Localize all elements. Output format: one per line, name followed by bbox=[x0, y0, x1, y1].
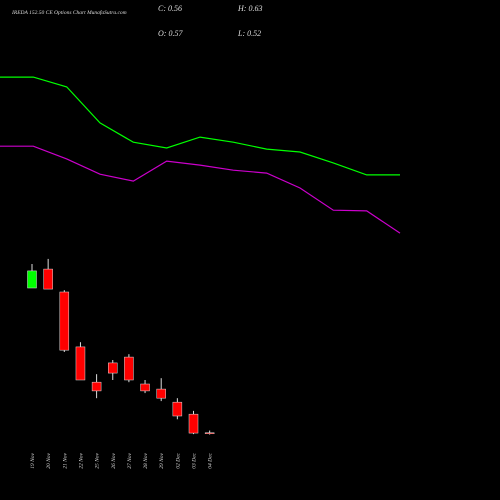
candle-body bbox=[188, 413, 199, 434]
candle-body bbox=[108, 362, 118, 374]
x-tick-label: 29 Nov bbox=[159, 452, 165, 468]
x-tick-label: 26 Nov bbox=[111, 452, 117, 468]
candle-body bbox=[124, 356, 134, 381]
candle-body bbox=[156, 388, 166, 399]
x-tick-label: 25 Nov bbox=[95, 452, 101, 468]
x-tick-label: 02 Dec bbox=[175, 452, 181, 468]
ma-line bbox=[0, 145, 401, 234]
chart-title: IREDA 152.50 CE Options Chart MunafaSutr… bbox=[11, 9, 127, 16]
candle-body bbox=[91, 381, 102, 392]
candle-body bbox=[140, 383, 150, 392]
ohlc-label: L: 0.52 bbox=[237, 29, 261, 38]
x-tick-label: 04 Dec bbox=[207, 452, 214, 468]
x-tick-label: 21 Nov bbox=[62, 452, 68, 468]
x-tick-label: 28 Nov bbox=[143, 452, 149, 468]
candle-body bbox=[75, 346, 86, 381]
ma-line bbox=[0, 76, 400, 176]
x-tick-label: 03 Dec bbox=[192, 452, 198, 468]
ohlc-label: O: 0.57 bbox=[158, 29, 183, 38]
candle-body bbox=[43, 268, 53, 290]
candle-body bbox=[204, 432, 215, 434]
x-tick-label: 20 Nov bbox=[46, 452, 52, 468]
ohlc-label: H: 0.63 bbox=[237, 4, 262, 13]
x-tick-label: 19 Nov bbox=[30, 452, 36, 468]
x-tick-label: 27 Nov bbox=[127, 452, 133, 468]
ohlc-label: C: 0.56 bbox=[158, 4, 182, 13]
candle-body bbox=[59, 291, 70, 351]
candle-body bbox=[172, 401, 183, 417]
candle-body bbox=[27, 270, 37, 289]
x-tick-label: 22 Nov bbox=[78, 452, 84, 468]
